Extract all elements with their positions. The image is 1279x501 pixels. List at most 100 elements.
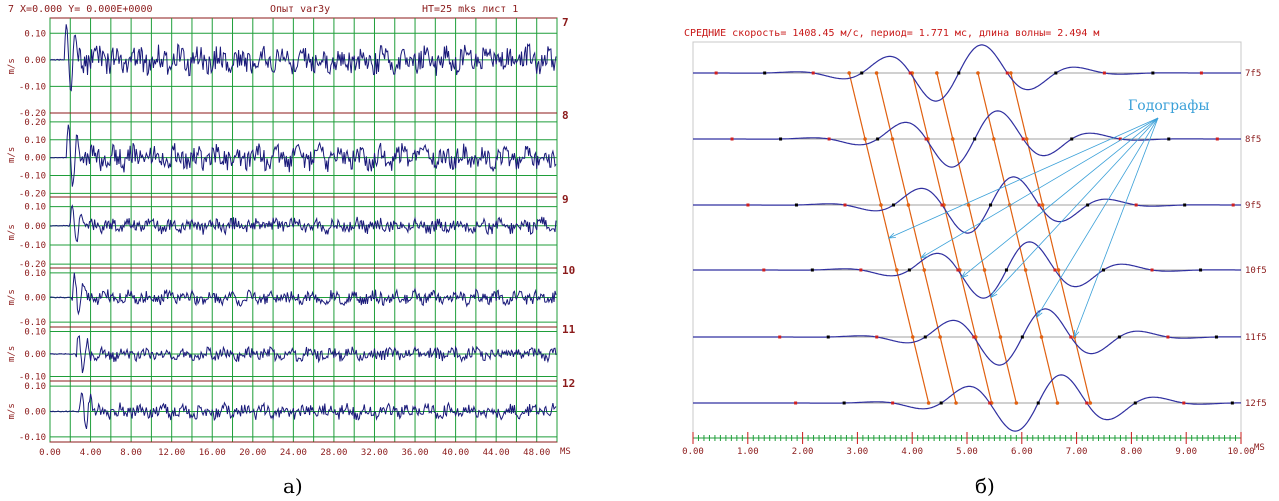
chart-b-hodograph-point bbox=[1088, 401, 1093, 405]
chart-b-hodograph-point bbox=[998, 335, 1003, 339]
chart-b-marker bbox=[891, 401, 895, 405]
chart-b-hodograph-line bbox=[936, 72, 1017, 404]
chart-b-trace-line bbox=[693, 308, 1241, 366]
chart-a-y-tick-label: 0.20 bbox=[24, 118, 46, 128]
chart-a: 0.10 0.00 -0.10 -0.20 m/s 0.20 0.10 0.00 -0.10 -0… bbox=[7, 4, 576, 498]
chart-a-y-tick-label: 0.10 bbox=[24, 382, 46, 392]
chart-b-marker bbox=[1183, 203, 1187, 207]
chart-b-frame bbox=[692, 41, 1242, 439]
chart-a-y-tick-label: 0.10 bbox=[24, 203, 46, 213]
chart-b-x-tick-label: 3.00 bbox=[847, 447, 869, 457]
chart-b-arrow-head bbox=[887, 232, 896, 239]
chart-b-marker bbox=[973, 137, 977, 141]
chart-b-x-tick-label: 9.00 bbox=[1175, 447, 1197, 457]
chart-b-hodograph-point bbox=[1023, 268, 1028, 272]
chart-a-x-tick-label: 24.00 bbox=[280, 448, 307, 458]
chart-a-trace-line bbox=[50, 392, 557, 430]
chart-a-trace-label: 7 bbox=[562, 16, 569, 29]
chart-b-hodograph-point bbox=[890, 137, 895, 141]
chart-b-marker bbox=[859, 268, 863, 272]
chart-b-hodograph-point bbox=[1039, 335, 1044, 339]
chart-a-trace-label: 9 bbox=[562, 193, 569, 206]
chart-b-marker bbox=[1102, 268, 1106, 272]
chart-b-hodograph-point bbox=[1007, 203, 1012, 207]
chart-b-hodograph-line bbox=[875, 72, 957, 404]
chart-b-marker bbox=[988, 401, 992, 405]
chart-b-marker bbox=[1166, 335, 1170, 339]
chart-b-marker bbox=[811, 71, 815, 75]
chart-a-y-unit: m/s bbox=[7, 403, 17, 419]
chart-b-hodograph-point bbox=[874, 71, 879, 75]
chart-b-arrow bbox=[961, 117, 1159, 278]
chart-a-trace-line bbox=[49, 335, 557, 374]
chart-b-header: СРЕДНИЕ скорость= 1408.45 м/с, период= 1… bbox=[684, 28, 1099, 39]
chart-b-marker bbox=[810, 268, 814, 272]
chart-b-trace-line bbox=[693, 176, 1241, 234]
chart-a-y-tick-label: -0.10 bbox=[19, 433, 46, 443]
chart-b-hodograph-point bbox=[922, 268, 927, 272]
chart-a-y-tick-label: 0.00 bbox=[24, 294, 46, 304]
chart-b-marker bbox=[714, 71, 718, 75]
chart-a-y-tick-label: 0.00 bbox=[24, 350, 46, 360]
chart-b-marker bbox=[1151, 71, 1155, 75]
chart-b-x-tick-label: 4.00 bbox=[901, 447, 923, 457]
chart-a-x-tick-label: 16.00 bbox=[199, 448, 226, 458]
chart-a-y-tick-label: -0.10 bbox=[19, 82, 46, 92]
chart-b-marker bbox=[860, 71, 864, 75]
chart-b-arrows bbox=[887, 117, 1159, 339]
chart-a-y-ticks: 0.10 0.00 -0.10 -0.20 m/s 0.20 0.10 0.00 -0.10 -0… bbox=[7, 29, 46, 443]
chart-b-marker bbox=[924, 137, 928, 141]
chart-b-hodograph-point bbox=[1056, 268, 1061, 272]
chart-b-trace-line bbox=[693, 110, 1241, 168]
chart-b-hodograph-point bbox=[1040, 203, 1045, 207]
chart-b-hodograph-point bbox=[879, 203, 883, 207]
chart-a-x-tick-label: 44.00 bbox=[483, 448, 510, 458]
chart-b-marker bbox=[794, 401, 798, 405]
chart-b-marker bbox=[827, 137, 831, 141]
chart-b-marker bbox=[843, 203, 847, 207]
caption-b: б) bbox=[975, 474, 995, 498]
chart-a-x-tick-label: 36.00 bbox=[401, 448, 428, 458]
chart-a-y-unit: m/s bbox=[7, 58, 17, 74]
chart-b-hodograph-line bbox=[977, 72, 1059, 404]
chart-a-header-center: Опыт var3y bbox=[270, 4, 330, 15]
chart-b-x-tick-label: 6.00 bbox=[1011, 447, 1033, 457]
chart-a-x-tick-label: 28.00 bbox=[320, 448, 347, 458]
chart-a-traces bbox=[49, 24, 557, 430]
chart-a-x-tick-label: 4.00 bbox=[80, 448, 102, 458]
chart-b-hodograph-point bbox=[954, 401, 958, 405]
chart-a-y-tick-label: -0.10 bbox=[19, 172, 46, 182]
chart-b-hodograph-line bbox=[1010, 72, 1091, 404]
chart-a-y-tick-label: -0.10 bbox=[19, 241, 46, 251]
chart-a-y-tick-label: -0.20 bbox=[19, 109, 46, 119]
chart-b-arrow-head bbox=[1036, 310, 1043, 319]
chart-a-y-tick-label: 0.10 bbox=[24, 29, 46, 39]
chart-b-hodograph-point bbox=[982, 268, 987, 272]
chart-a-x-unit: MS bbox=[560, 447, 571, 457]
chart-b-trace-labels: 7f5 8f5 9f5 10f5 11f5 12f5 bbox=[1245, 69, 1267, 409]
chart-b-marker bbox=[1005, 71, 1009, 75]
chart-a-y-tick-label: 0.00 bbox=[24, 154, 46, 164]
chart-b-hodograph-point bbox=[942, 203, 946, 207]
chart-b-x-tick-label: 1.00 bbox=[737, 447, 759, 457]
chart-a-trace-line bbox=[49, 272, 557, 316]
chart-b-x-axis: 0.00 1.00 2.00 3.00 4.00 5.00 6.00 7.00 8.00 9.00… bbox=[682, 432, 1255, 457]
chart-b-hodograph-point bbox=[910, 335, 915, 339]
chart-b-arrow bbox=[1074, 117, 1159, 338]
chart-a-x-tick-label: 32.00 bbox=[361, 448, 388, 458]
chart-a-y-tick-label: 0.10 bbox=[24, 269, 46, 279]
chart-b-baselines bbox=[693, 72, 1241, 404]
chart-b-x-tick-label: 2.00 bbox=[792, 447, 814, 457]
chart-b-marker bbox=[907, 268, 911, 272]
chart-b-markers bbox=[714, 71, 1235, 405]
chart-b-hodograph-point bbox=[1024, 137, 1029, 141]
chart-b-hodograph-point bbox=[973, 335, 978, 339]
chart-b-marker bbox=[1199, 268, 1203, 272]
chart-b-marker bbox=[1230, 401, 1234, 405]
chart-b-marker bbox=[939, 401, 943, 405]
chart-a-x-tick-label: 40.00 bbox=[442, 448, 469, 458]
chart-b-marker bbox=[875, 335, 879, 339]
chart-a-trace-label: 10 bbox=[562, 264, 575, 277]
chart-b-hodograph-point bbox=[950, 137, 955, 141]
chart-b-marker bbox=[1182, 401, 1186, 405]
